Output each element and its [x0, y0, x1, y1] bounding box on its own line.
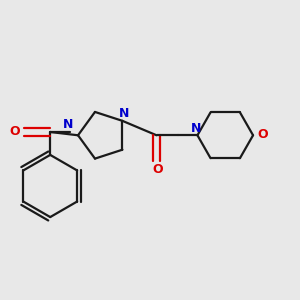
Text: O: O — [152, 163, 163, 176]
Text: O: O — [257, 128, 268, 141]
Text: N: N — [119, 107, 129, 120]
Text: N: N — [63, 118, 74, 131]
Text: O: O — [9, 125, 20, 138]
Text: N: N — [190, 122, 201, 135]
